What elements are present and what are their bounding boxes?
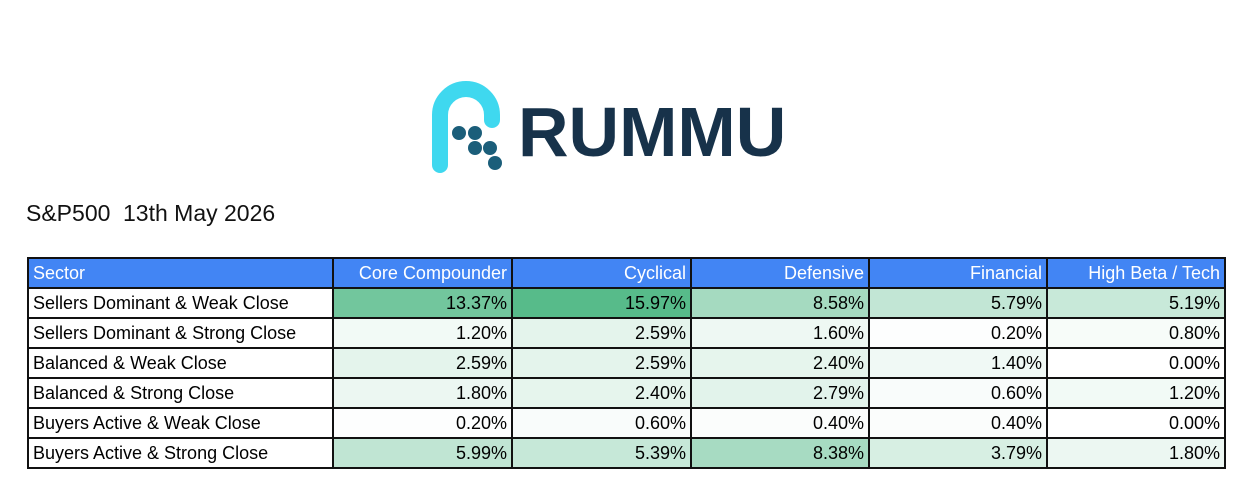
cell-value: 8.58% [690,287,870,319]
cell-value: 5.19% [1046,287,1226,319]
cell-value: 1.20% [332,317,513,349]
row-label: Balanced & Strong Close [27,377,334,409]
cell-value: 0.00% [1046,407,1226,439]
brand-name: RUMMU [518,93,786,171]
row-label: Sellers Dominant & Weak Close [27,287,334,319]
table-row: Sellers Dominant & Strong Close 1.20% 2.59… [27,317,1226,349]
table-row: Balanced & Strong Close 1.80% 2.40% 2.79% 0.… [27,377,1226,409]
column-header: Financial [868,257,1048,289]
cell-value: 2.59% [332,347,513,379]
table-row: Buyers Active & Strong Close 5.99% 5.39% 8.… [27,437,1226,469]
table-row: Buyers Active & Weak Close 0.20% 0.60% 0.40… [27,407,1226,439]
cell-value: 1.80% [332,377,513,409]
cell-value: 0.40% [690,407,870,439]
column-header: Sector [27,257,334,289]
row-label: Buyers Active & Strong Close [27,437,334,469]
column-header: Cyclical [511,257,692,289]
logo-dot [468,141,482,155]
cell-value: 15.97% [511,287,692,319]
row-label: Buyers Active & Weak Close [27,407,334,439]
logo-arc [432,81,500,173]
cell-value: 0.60% [868,377,1048,409]
cell-value: 8.38% [690,437,870,469]
column-header: Core Compounder [332,257,513,289]
cell-value: 0.20% [332,407,513,439]
cell-value: 2.59% [511,317,692,349]
cell-value: 0.00% [1046,347,1226,379]
cell-value: 2.40% [511,377,692,409]
cell-value: 13.37% [332,287,513,319]
cell-value: 5.79% [868,287,1048,319]
cell-value: 1.40% [868,347,1048,379]
cell-value: 0.60% [511,407,692,439]
index-name: S&P500 [26,200,111,226]
cell-value: 0.20% [868,317,1048,349]
cell-value: 3.79% [868,437,1048,469]
logo-dot [488,156,502,170]
row-label: Balanced & Weak Close [27,347,334,379]
sector-table: Sector Core Compounder Cyclical Defensive Fi… [27,257,1226,469]
column-header: High Beta / Tech [1046,257,1226,289]
cell-value: 2.40% [690,347,870,379]
logo-dot [483,141,497,155]
cell-value: 5.39% [511,437,692,469]
logo: RUMMU [432,81,786,173]
cell-value: 2.59% [511,347,692,379]
row-label: Sellers Dominant & Strong Close [27,317,334,349]
table-row: Balanced & Weak Close 2.59% 2.59% 2.40% 1.40… [27,347,1226,379]
cell-value: 0.40% [868,407,1048,439]
logo-dot [452,126,466,140]
cell-value: 0.80% [1046,317,1226,349]
cell-value: 5.99% [332,437,513,469]
table-body: Sellers Dominant & Weak Close 13.37% 15.97… [27,287,1226,469]
cell-value: 1.20% [1046,377,1226,409]
cell-value: 1.60% [690,317,870,349]
cell-value: 2.79% [690,377,870,409]
logo-dot [468,126,482,140]
report-date: 13th May 2026 [123,200,276,226]
column-header: Defensive [690,257,870,289]
table-row: Sellers Dominant & Weak Close 13.37% 15.97… [27,287,1226,319]
cell-value: 1.80% [1046,437,1226,469]
header-row: Sector Core Compounder Cyclical Defensive Fi… [27,257,1226,289]
